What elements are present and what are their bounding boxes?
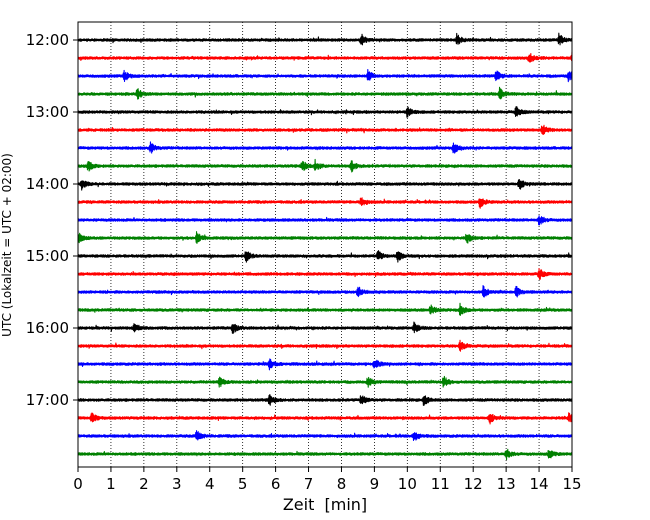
x-axis-title: Zeit [min]: [283, 495, 367, 514]
x-tick-label: 13: [497, 475, 516, 493]
y-tick-label: 12:00: [26, 31, 69, 49]
x-tick-label: 14: [530, 475, 549, 493]
trace-line: [77, 394, 573, 406]
x-axis: 0 1 2 3 4 5 6 7 8 9 10 11 12 13 14 15: [73, 467, 582, 493]
trace-line: [77, 124, 573, 135]
x-tick-label: 9: [370, 475, 380, 493]
x-tick-label: 10: [398, 475, 417, 493]
trace-layer: [77, 32, 573, 461]
trace-line: [77, 302, 573, 316]
trace-line: [77, 231, 573, 244]
trace-line: [77, 358, 573, 371]
y-axis: 12:00 13:00 14:00 15:00 16:00 17:00: [26, 31, 78, 409]
x-tick-label: 6: [271, 475, 281, 493]
trace-line: [77, 250, 573, 263]
trace-line: [77, 412, 573, 425]
plot-frame: [77, 21, 573, 468]
trace-line: [77, 339, 573, 352]
trace-line: [77, 141, 573, 154]
trace-line: [77, 430, 573, 442]
trace-line: [77, 267, 573, 280]
trace-line: [77, 375, 573, 388]
x-tick-label: 4: [205, 475, 215, 493]
x-tick-label: 7: [304, 475, 314, 493]
grid-layer: [110, 22, 540, 467]
trace-line: [77, 215, 573, 226]
trace-line: [77, 32, 573, 46]
trace-line: [77, 51, 573, 63]
y-tick-label: 16:00: [26, 319, 69, 337]
x-tick-label: 12: [464, 475, 483, 493]
x-tick-label: 2: [139, 475, 149, 493]
y-tick-label: 17:00: [26, 391, 69, 409]
trace-line: [77, 321, 573, 334]
trace-line: [77, 179, 573, 191]
y-tick-label: 13:00: [26, 103, 69, 121]
x-tick-label: 11: [431, 475, 450, 493]
x-tick-label: 15: [562, 475, 581, 493]
trace-line: [77, 86, 573, 100]
y-tick-label: 15:00: [26, 247, 69, 265]
x-tick-label: 3: [172, 475, 182, 493]
trace-line: [77, 285, 573, 298]
x-tick-label: 1: [106, 475, 116, 493]
x-tick-label: 5: [238, 475, 248, 493]
trace-line: [77, 197, 573, 209]
trace-line: [77, 106, 573, 118]
trace-line: [77, 68, 573, 83]
y-tick-label: 14:00: [26, 175, 69, 193]
x-tick-label: 0: [73, 475, 83, 493]
y-axis-title: UTC (Lokalzeit = UTC + 02:00): [0, 153, 14, 337]
trace-line: [77, 158, 573, 173]
x-tick-label: 8: [337, 475, 347, 493]
trace-line: [77, 448, 573, 461]
